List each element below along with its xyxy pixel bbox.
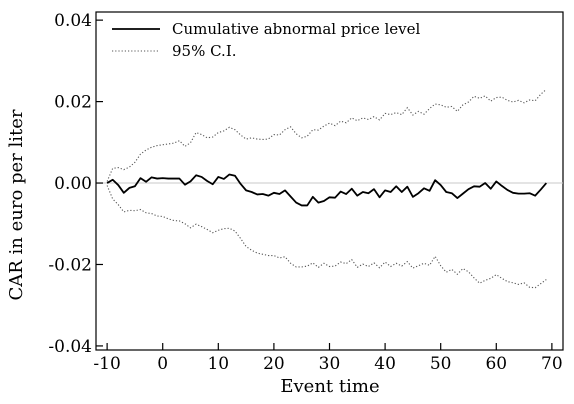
x-tick-label: 70 [541, 354, 563, 374]
plot-frame [95, 11, 564, 351]
y-tick-label: 0.02 [54, 93, 92, 113]
x-tick-label: -10 [93, 354, 120, 374]
legend-label-car: Cumulative abnormal price level [172, 20, 420, 38]
y-axis-label: CAR in euro per liter [6, 109, 27, 300]
x-tick-label: 30 [319, 354, 341, 374]
car-line [106, 173, 548, 207]
y-tick-label: 0.04 [54, 11, 92, 31]
y-tick-label: 0.00 [54, 174, 92, 194]
x-tick-label: 20 [263, 354, 285, 374]
ci-upper-line [106, 88, 547, 182]
x-axis-label: Event time [280, 376, 379, 397]
ci-lower-line [106, 185, 547, 289]
legend-label-ci: 95% C.I. [172, 42, 237, 60]
x-tick-label: 40 [374, 354, 396, 374]
y-tick-label: -0.04 [48, 337, 92, 357]
x-tick-label: 60 [485, 354, 507, 374]
x-tick-label: 10 [207, 354, 229, 374]
x-tick-label: 0 [157, 354, 168, 374]
x-tick-label: 50 [430, 354, 452, 374]
y-tick-label: -0.02 [48, 255, 92, 275]
